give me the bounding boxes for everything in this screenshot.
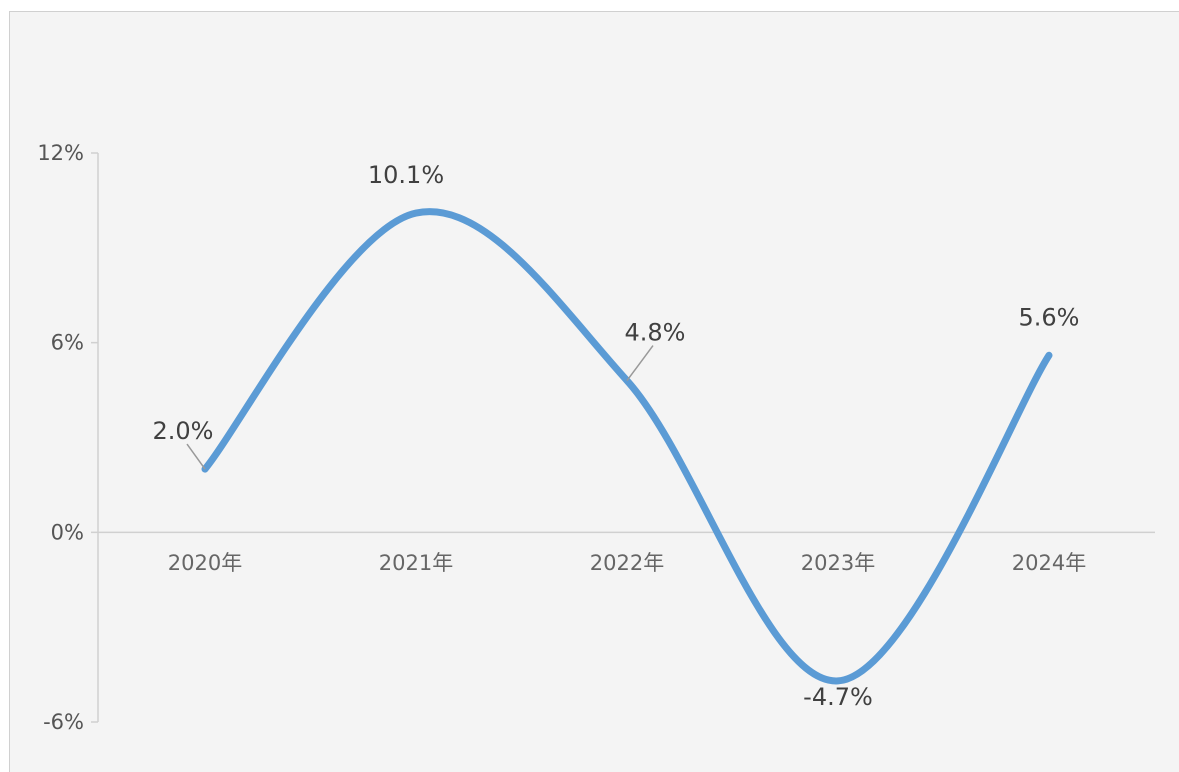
series-line	[201, 208, 1053, 685]
data-labels: 2.0% 10.1% 4.8% -4.7% 5.6%	[153, 161, 1080, 711]
data-label: 2.0%	[153, 417, 214, 445]
x-tick-label: 2020年	[168, 551, 242, 575]
data-label: 4.8%	[625, 319, 686, 347]
y-tick-label: -6%	[43, 710, 84, 734]
data-label-leader	[186, 443, 206, 470]
y-tick-label: 0%	[51, 520, 84, 544]
y-tick-label: 12%	[37, 141, 84, 165]
data-label-leader	[626, 345, 654, 382]
data-label: 5.6%	[1019, 303, 1080, 331]
chart-panel	[9, 11, 1179, 772]
x-tick-label: 2023年	[801, 551, 875, 575]
x-tick-label: 2022年	[590, 551, 664, 575]
x-tick-label: 2024年	[1012, 551, 1086, 575]
y-tick-label: 6%	[51, 331, 84, 355]
series-line-group	[201, 208, 1053, 685]
data-label: 10.1%	[368, 161, 444, 189]
y-axis: 12% 6% 0% -6%	[37, 141, 99, 734]
data-label: -4.7%	[803, 683, 873, 711]
x-tick-label: 2021年	[379, 551, 453, 575]
x-axis: 2020年 2021年 2022年 2023年 2024年	[98, 531, 1155, 575]
